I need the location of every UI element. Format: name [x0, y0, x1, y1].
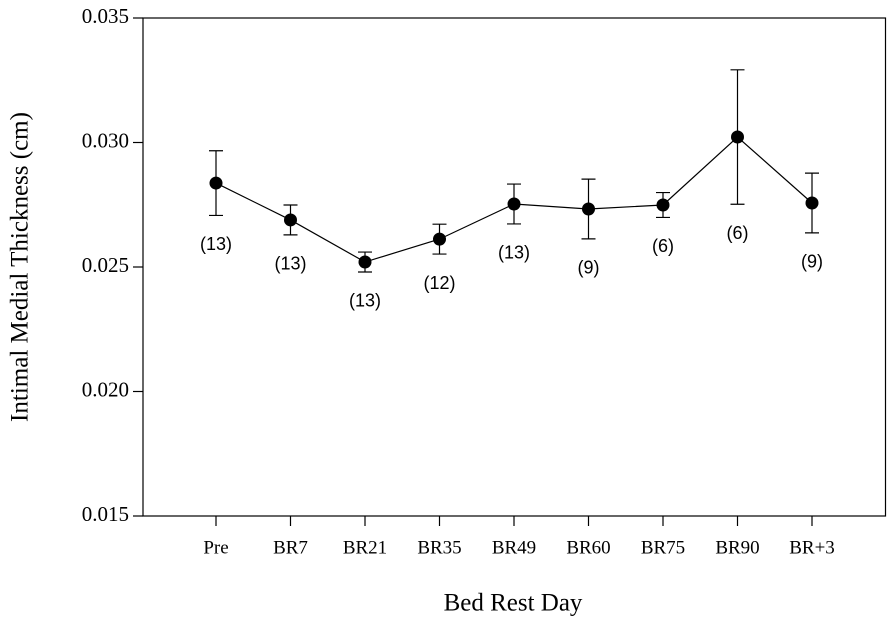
y-tick-label: 0.015 — [82, 502, 129, 526]
x-tick-label: BR35 — [417, 537, 461, 558]
point — [433, 232, 446, 246]
annotation: (13) — [349, 291, 381, 311]
point — [582, 202, 595, 216]
point — [805, 196, 819, 210]
point — [731, 130, 744, 144]
annotation: (13) — [200, 234, 232, 254]
y-tick-label: 0.035 — [82, 4, 129, 28]
annotation: (9) — [578, 258, 600, 278]
x-tick-label: Pre — [203, 537, 228, 558]
x-tick-label: BR21 — [343, 537, 387, 558]
point — [656, 198, 670, 212]
point — [507, 197, 521, 211]
x-tick-label: BR+3 — [789, 537, 835, 558]
y-tick-label: 0.025 — [82, 253, 129, 277]
x-tick-label: BR7 — [273, 537, 308, 558]
x-tick-label: BR60 — [566, 537, 610, 558]
annotation: (9) — [801, 252, 823, 272]
x-tick-label: BR49 — [492, 537, 536, 558]
annotation: (13) — [498, 243, 530, 263]
x-axis-label: Bed Rest Day — [444, 590, 583, 617]
x-tick-label: BR90 — [715, 537, 759, 558]
annotation: (13) — [274, 254, 306, 274]
annotation: (6) — [652, 236, 674, 256]
annotation: (12) — [423, 273, 455, 293]
point — [209, 176, 223, 190]
y-tick-label: 0.030 — [82, 128, 129, 152]
x-tick-label: BR75 — [641, 537, 685, 558]
y-tick-label: 0.020 — [82, 377, 129, 401]
point — [358, 255, 372, 269]
y-axis-label: Intimal Medial Thickness (cm) — [7, 112, 34, 422]
point — [284, 213, 297, 227]
annotation: (6) — [727, 223, 749, 243]
plot-frame — [142, 17, 887, 517]
